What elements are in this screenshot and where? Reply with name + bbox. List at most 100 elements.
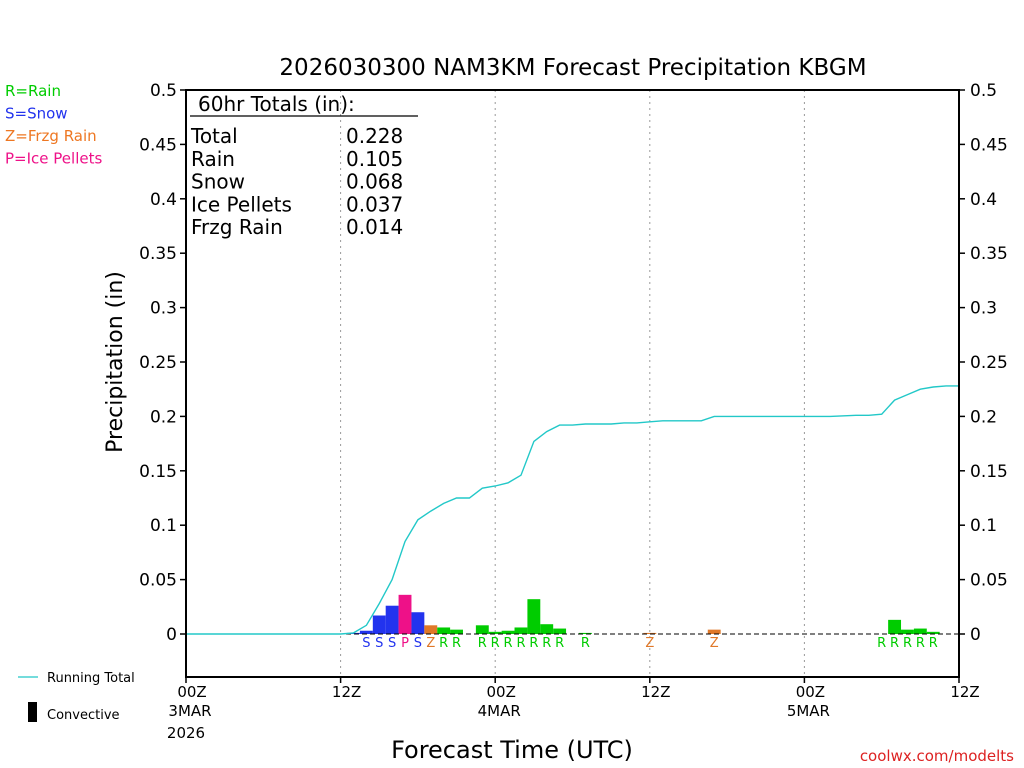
totals-row-value: 0.014	[346, 215, 403, 239]
y-tick-label-right: 0.5	[970, 81, 997, 101]
plot-frame	[185, 89, 960, 678]
type-marker: Z	[710, 636, 719, 651]
totals-row-label: Frzg Rain	[191, 215, 283, 239]
y-tick-label-right: 0.25	[970, 353, 1008, 373]
precip-bar	[424, 625, 438, 634]
precip-bar	[475, 625, 489, 634]
precip-bar	[527, 599, 541, 634]
totals-row-value: 0.228	[346, 124, 403, 148]
precip-bar	[514, 627, 528, 634]
type-legend-item: S=Snow	[5, 105, 68, 123]
precip-bar	[888, 619, 902, 634]
totals-box: 60hr Totals (in): Total 0.228 Rain 0.105 Sno…	[190, 92, 418, 239]
x-tick-date: 4MAR	[478, 702, 521, 720]
type-marker: R	[478, 636, 487, 651]
y-tick-label-left: 0.15	[139, 462, 177, 482]
type-marker: R	[916, 636, 925, 651]
y-tick-label-left: 0.5	[150, 81, 177, 101]
totals-row-label: Snow	[191, 170, 245, 194]
grid-lines	[340, 90, 805, 677]
totals-row-label: Ice Pellets	[191, 192, 292, 216]
totals-row-label: Rain	[191, 147, 235, 171]
y-tick-label-left: 0.1	[150, 516, 177, 536]
precip-bar	[488, 631, 502, 634]
precip-bar	[553, 628, 567, 634]
y-tick-label-left: 0.25	[139, 353, 177, 373]
y-axis-label: Precipitation (in)	[103, 271, 128, 453]
type-marker: S	[375, 636, 383, 651]
totals-row-value: 0.068	[346, 170, 403, 194]
y-tick-label-right: 0.4	[970, 190, 997, 210]
type-marker: R	[903, 636, 912, 651]
y-tick-label-right: 0.2	[970, 407, 997, 427]
type-legend: R=Rain S=Snow Z=Frzg Rain P=Ice Pellets	[5, 82, 102, 168]
y-tick-label-right: 0.3	[970, 299, 997, 319]
x-tick-date: 3MAR	[168, 702, 211, 720]
precip-bar	[578, 632, 592, 634]
x-axis-label: Forecast Time (UTC)	[391, 736, 633, 764]
precip-bar	[913, 628, 927, 634]
y-tick-label-left: 0.35	[139, 244, 177, 264]
precip-bar	[359, 630, 373, 634]
type-marker: R	[504, 636, 513, 651]
totals-heading: 60hr Totals (in):	[198, 92, 355, 116]
type-legend-item: Z=Frzg Rain	[5, 127, 97, 145]
precip-bar	[450, 629, 463, 634]
type-marker: Z	[426, 636, 435, 651]
precip-bar	[501, 630, 515, 634]
y-tick-label-left: 0.2	[150, 407, 177, 427]
y-tick-label-right: 0.45	[970, 135, 1008, 155]
y-tick-label-right: 0.35	[970, 244, 1008, 264]
precip-bar	[707, 629, 721, 634]
totals-row-value: 0.037	[346, 192, 403, 216]
type-marker: R	[877, 636, 886, 651]
x-tick-label: 00Z	[796, 683, 825, 701]
credit-label: coolwx.com/modelts	[860, 747, 1014, 765]
totals-row-label: Total	[190, 124, 238, 148]
precip-bar	[385, 605, 399, 634]
x-tick-date: 5MAR	[787, 702, 830, 720]
totals-rows: Total 0.228 Rain 0.105 Snow 0.068 Ice Pellets 0…	[190, 124, 403, 239]
type-marker: R	[581, 636, 590, 651]
x-tick-label: 12Z	[332, 683, 361, 701]
type-marker: R	[491, 636, 500, 651]
type-marker: S	[388, 636, 396, 651]
type-legend-item: R=Rain	[5, 82, 61, 100]
x-tick-label: 12Z	[950, 683, 979, 701]
x-tick-label: 00Z	[487, 683, 516, 701]
running-total-line	[186, 385, 959, 635]
precip-bar	[643, 632, 657, 634]
y-tick-label-left: 0.3	[150, 299, 177, 319]
y-tick-label-right: 0.05	[970, 571, 1008, 591]
type-marker: R	[452, 636, 461, 651]
y-tick-label-right: 0.1	[970, 516, 997, 536]
y-tick-label-left: 0	[166, 625, 177, 645]
type-marker: R	[516, 636, 525, 651]
precip-bar	[411, 612, 425, 634]
type-marker: R	[555, 636, 564, 651]
y-tick-label-left: 0.05	[139, 571, 177, 591]
precip-bar	[901, 629, 914, 634]
x-tick-year: 2026	[167, 724, 205, 742]
type-marker: R	[439, 636, 448, 651]
axes: 0 0 0.05 0.05 0.1 0.1 0.15 0.15 0.2 0.2 0.25 0.25 0.…	[139, 81, 1008, 742]
running-total-legend-label: Running Total	[47, 671, 135, 686]
type-marker: P	[401, 636, 409, 651]
precip-bar	[398, 594, 412, 634]
convective-swatch	[28, 702, 37, 722]
type-marker: S	[414, 636, 422, 651]
type-legend-item: P=Ice Pellets	[5, 150, 102, 168]
type-marker: R	[929, 636, 938, 651]
line-legend: Running Total Convective	[18, 671, 135, 723]
type-marker: S	[362, 636, 370, 651]
y-tick-label-right: 0	[970, 625, 981, 645]
type-marker: Z	[645, 636, 654, 651]
precip-bar	[372, 615, 386, 634]
y-tick-label-left: 0.4	[150, 190, 177, 210]
x-tick-label: 00Z	[177, 683, 206, 701]
type-marker: R	[542, 636, 551, 651]
convective-legend-label: Convective	[47, 708, 120, 723]
precip-bar	[437, 627, 451, 634]
